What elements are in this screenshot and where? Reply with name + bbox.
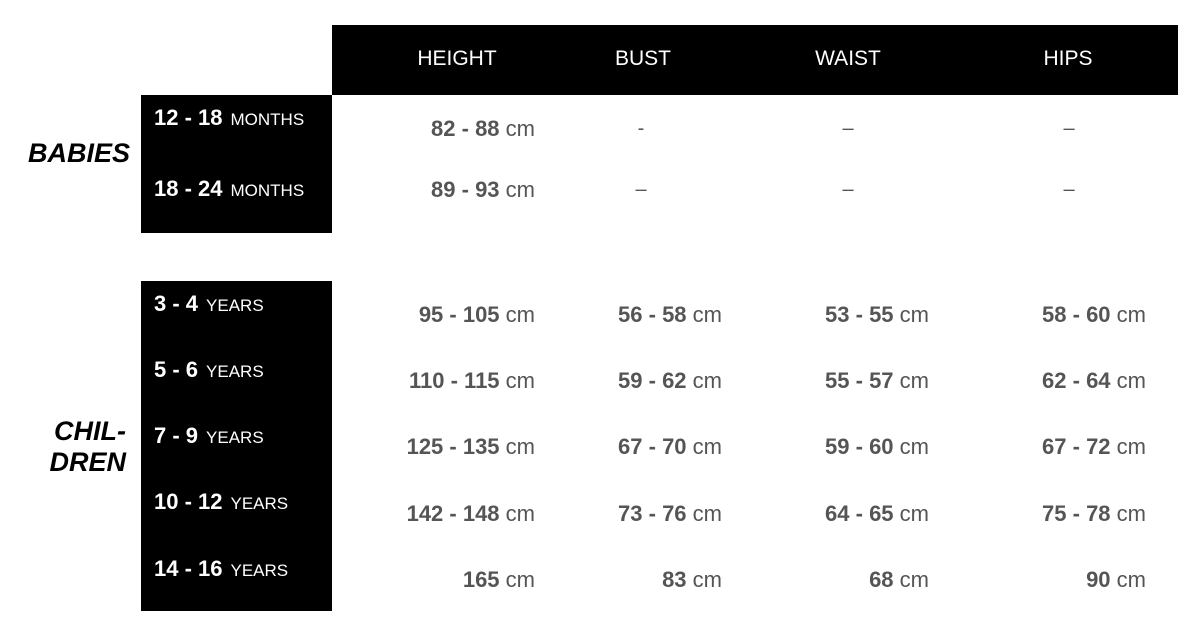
header-hips: HIPS	[1043, 47, 1093, 70]
age-unit: YEARS	[206, 362, 264, 381]
age-label: 5 - 6 YEARS	[154, 357, 264, 383]
age-range: 3 - 4	[154, 291, 199, 316]
measurement-value: 64 - 65 cm	[825, 501, 929, 526]
empty-value: –	[842, 117, 854, 140]
age-label: 10 - 12 YEARS	[154, 489, 288, 515]
measurement-value: 165 cm	[462, 567, 535, 592]
age-unit: YEARS	[230, 561, 289, 580]
header-bar	[332, 25, 1178, 95]
measurement-value: 55 - 57 cm	[825, 368, 929, 393]
children-group-label: CHIL- DREN	[10, 416, 126, 478]
header-height: HEIGHT	[417, 47, 497, 70]
age-label: 7 - 9 YEARS	[154, 423, 264, 449]
age-unit: YEARS	[230, 494, 289, 513]
measurement-value: 89 - 93 cm	[431, 177, 535, 202]
age-label: 14 - 16 YEARS	[154, 556, 288, 582]
empty-value: –	[635, 178, 647, 201]
measurement-value: 58 - 60 cm	[1042, 302, 1146, 327]
measurement-value: 68 cm	[869, 567, 929, 592]
children-label-line2: DREN	[49, 447, 126, 477]
measurement-value: 110 - 115 cm	[409, 368, 535, 393]
age-range: 7 - 9	[154, 423, 199, 448]
header-waist: WAIST	[815, 47, 881, 70]
children-label-line1: CHIL-	[54, 416, 126, 446]
header-bust: BUST	[614, 47, 672, 70]
age-unit: YEARS	[206, 428, 264, 447]
measurement-value: 82 - 88 cm	[431, 116, 535, 141]
age-range: 10 - 12	[154, 489, 223, 514]
measurement-value: 53 - 55 cm	[825, 302, 929, 327]
measurement-value: 90 cm	[1086, 567, 1146, 592]
babies-age-box	[141, 95, 332, 233]
measurement-value: 67 - 70 cm	[618, 434, 722, 459]
age-unit: MONTHS	[230, 181, 305, 200]
measurement-value: 62 - 64 cm	[1042, 368, 1146, 393]
measurement-value: 59 - 60 cm	[825, 434, 929, 459]
measurement-value: 73 - 76 cm	[618, 501, 722, 526]
age-unit: YEARS	[206, 296, 264, 315]
age-range: 5 - 6	[154, 357, 199, 382]
empty-value: -	[637, 117, 645, 140]
age-range: 18 - 24	[154, 176, 223, 201]
measurement-value: 56 - 58 cm	[618, 302, 722, 327]
empty-value: –	[842, 178, 854, 201]
measurement-value: 83 cm	[662, 567, 722, 592]
babies-group-label: BABIES	[27, 138, 130, 168]
measurement-value: 95 - 105 cm	[418, 302, 535, 327]
age-label: 18 - 24 MONTHS	[154, 176, 304, 202]
age-label: 12 - 18 MONTHS	[154, 105, 304, 131]
age-range: 12 - 18	[154, 105, 223, 130]
measurement-value: 125 - 135 cm	[406, 434, 535, 459]
age-label: 3 - 4 YEARS	[154, 291, 264, 317]
measurement-value: 59 - 62 cm	[618, 368, 722, 393]
age-unit: MONTHS	[230, 110, 305, 129]
empty-value: –	[1063, 117, 1075, 140]
measurement-value: 67 - 72 cm	[1042, 434, 1146, 459]
empty-value: –	[1063, 178, 1075, 201]
children-age-box	[141, 281, 332, 611]
age-range: 14 - 16	[154, 556, 223, 581]
measurement-value: 75 - 78 cm	[1042, 501, 1146, 526]
measurement-value: 142 - 148 cm	[406, 501, 535, 526]
